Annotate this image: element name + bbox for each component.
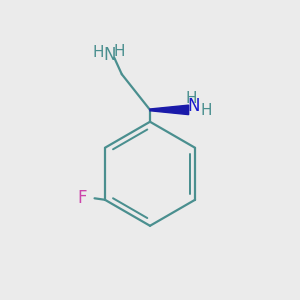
Text: N: N: [103, 46, 116, 64]
Text: F: F: [77, 189, 87, 207]
Text: H: H: [92, 45, 104, 60]
Text: N: N: [188, 97, 200, 115]
Text: H: H: [200, 103, 212, 118]
Text: H: H: [186, 91, 197, 106]
Polygon shape: [150, 105, 189, 115]
Text: H: H: [114, 44, 125, 59]
